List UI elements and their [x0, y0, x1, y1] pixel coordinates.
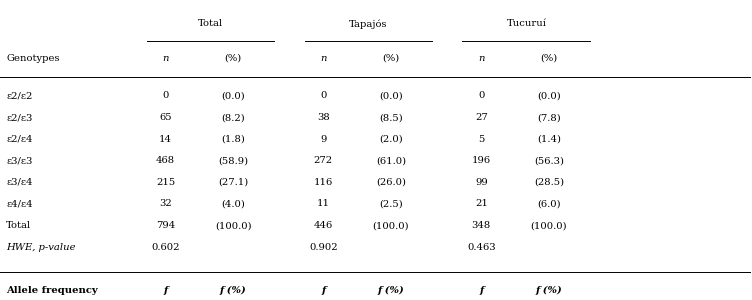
Text: Total: Total [198, 20, 223, 28]
Text: 446: 446 [314, 221, 333, 230]
Text: ε2/ε2: ε2/ε2 [6, 92, 32, 100]
Text: n: n [320, 54, 326, 63]
Text: (0.0): (0.0) [221, 92, 245, 100]
Text: 0: 0 [162, 92, 168, 100]
Text: 794: 794 [156, 221, 175, 230]
Text: (6.0): (6.0) [537, 200, 561, 208]
Text: 215: 215 [156, 178, 175, 187]
Text: (0.0): (0.0) [537, 92, 561, 100]
Text: ε2/ε4: ε2/ε4 [6, 135, 32, 144]
Text: (100.0): (100.0) [215, 221, 251, 230]
Text: (26.0): (26.0) [376, 178, 406, 187]
Text: f: f [163, 286, 168, 295]
Text: (8.2): (8.2) [221, 113, 245, 122]
Text: (2.5): (2.5) [379, 200, 403, 208]
Text: (1.8): (1.8) [221, 135, 245, 144]
Text: 116: 116 [314, 178, 333, 187]
Text: 14: 14 [159, 135, 172, 144]
Text: 21: 21 [475, 200, 488, 208]
Text: ε3/ε3: ε3/ε3 [6, 156, 32, 165]
Text: (100.0): (100.0) [373, 221, 409, 230]
Text: Genotypes: Genotypes [6, 54, 59, 63]
Text: 5: 5 [478, 135, 484, 144]
Text: f: f [321, 286, 326, 295]
Text: n: n [478, 54, 484, 63]
Text: (%): (%) [541, 54, 557, 63]
Text: (61.0): (61.0) [376, 156, 406, 165]
Text: n: n [162, 54, 168, 63]
Text: 32: 32 [159, 200, 171, 208]
Text: (58.9): (58.9) [218, 156, 248, 165]
Text: 99: 99 [475, 178, 487, 187]
Text: HWE, p-value: HWE, p-value [6, 243, 75, 252]
Text: 348: 348 [472, 221, 491, 230]
Text: 9: 9 [320, 135, 326, 144]
Text: Tapajós: Tapajós [349, 19, 388, 29]
Text: (0.0): (0.0) [379, 92, 403, 100]
Text: (8.5): (8.5) [379, 113, 403, 122]
Text: 38: 38 [317, 113, 329, 122]
Text: (56.3): (56.3) [534, 156, 564, 165]
Text: f (%): f (%) [220, 286, 247, 295]
Text: (4.0): (4.0) [221, 200, 245, 208]
Text: f (%): f (%) [535, 286, 562, 295]
Text: (2.0): (2.0) [379, 135, 403, 144]
Text: 65: 65 [159, 113, 171, 122]
Text: Tucuruí: Tucuruí [506, 20, 547, 28]
Text: (100.0): (100.0) [531, 221, 567, 230]
Text: 27: 27 [475, 113, 487, 122]
Text: (%): (%) [225, 54, 241, 63]
Text: (27.1): (27.1) [218, 178, 248, 187]
Text: f (%): f (%) [378, 286, 405, 295]
Text: (%): (%) [383, 54, 399, 63]
Text: 0.602: 0.602 [151, 243, 180, 252]
Text: f: f [479, 286, 484, 295]
Text: 272: 272 [314, 156, 333, 165]
Text: 0: 0 [478, 92, 484, 100]
Text: 196: 196 [472, 156, 491, 165]
Text: 0.902: 0.902 [309, 243, 338, 252]
Text: ε4/ε4: ε4/ε4 [6, 200, 32, 208]
Text: Allele frequency: Allele frequency [6, 286, 98, 295]
Text: ε3/ε4: ε3/ε4 [6, 178, 32, 187]
Text: (28.5): (28.5) [534, 178, 564, 187]
Text: (1.4): (1.4) [537, 135, 561, 144]
Text: 468: 468 [156, 156, 175, 165]
Text: (7.8): (7.8) [537, 113, 561, 122]
Text: 0: 0 [320, 92, 326, 100]
Text: Total: Total [6, 221, 31, 230]
Text: 0.463: 0.463 [467, 243, 496, 252]
Text: 11: 11 [317, 200, 330, 208]
Text: ε2/ε3: ε2/ε3 [6, 113, 32, 122]
